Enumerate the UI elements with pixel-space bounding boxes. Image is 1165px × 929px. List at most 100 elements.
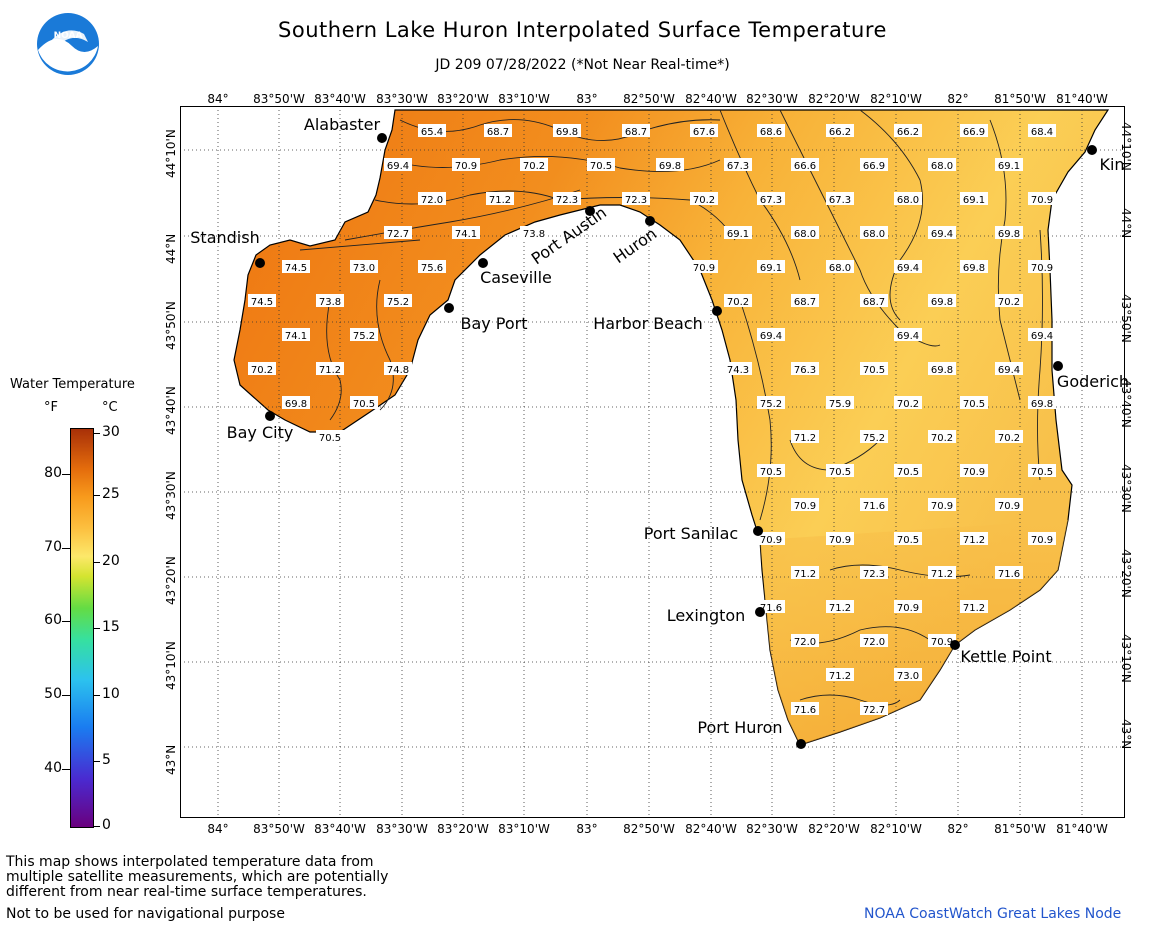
temperature-label: 71.2 xyxy=(826,600,854,614)
temperature-label: 75.2 xyxy=(384,294,412,308)
city-marker xyxy=(753,526,763,536)
temperature-value: 70.9 xyxy=(455,161,477,172)
temperature-label-box xyxy=(860,430,888,443)
temperature-label-box xyxy=(1028,396,1056,409)
temperature-value: 66.2 xyxy=(829,127,851,138)
temperature-label: 72.0 xyxy=(791,634,819,648)
temperature-label: 72.7 xyxy=(384,226,412,240)
temperature-label: 73.0 xyxy=(350,260,378,274)
temperature-label: 68.7 xyxy=(860,294,888,308)
lon-tick-label: 82°40'W xyxy=(685,822,737,836)
colorbar-c-tick xyxy=(94,628,100,629)
lon-tick-label: 82° xyxy=(947,822,969,836)
temperature-colorbar xyxy=(70,428,94,828)
temperature-label: 71.2 xyxy=(928,566,956,580)
lon-tick-label: 83°50'W xyxy=(253,92,305,106)
temperature-label-box xyxy=(791,566,819,579)
temperature-value: 71.2 xyxy=(794,569,816,580)
temperature-label-box xyxy=(860,566,888,579)
city-marker xyxy=(755,607,765,617)
lon-tick-label: 82°20'W xyxy=(808,92,860,106)
temperature-label-box xyxy=(1028,260,1056,273)
temperature-label: 67.6 xyxy=(690,124,718,138)
temperature-label: 68.0 xyxy=(860,226,888,240)
colorbar-c-label: 10 xyxy=(102,686,120,702)
temperature-label: 68.7 xyxy=(484,124,512,138)
lat-tick-label: 43°20'N xyxy=(164,556,178,605)
temperature-label: 66.2 xyxy=(826,124,854,138)
temperature-value: 66.9 xyxy=(863,161,885,172)
temperature-label-box xyxy=(928,498,956,511)
temperature-value: 71.6 xyxy=(998,569,1020,580)
lat-tick-label: 43°40'N xyxy=(1119,379,1133,428)
colorbar-c-tick xyxy=(94,695,100,696)
temperature-label: 69.1 xyxy=(724,226,752,240)
temperature-label-box xyxy=(1028,124,1056,137)
temperature-value: 71.2 xyxy=(319,365,341,376)
temperature-value: 66.2 xyxy=(897,127,919,138)
temperature-label: 75.6 xyxy=(418,260,446,274)
temperature-value: 70.2 xyxy=(727,297,749,308)
lon-tick-label: 82°50'W xyxy=(623,822,675,836)
colorbar-c-label: 0 xyxy=(102,817,111,833)
temperature-label: 75.2 xyxy=(757,396,785,410)
temperature-label: 70.9 xyxy=(690,260,718,274)
temperature-label-box xyxy=(928,566,956,579)
city-marker xyxy=(377,133,387,143)
temperature-label-box xyxy=(757,328,785,341)
colorbar-f-label: 40 xyxy=(44,760,62,776)
temperature-label: 66.6 xyxy=(791,158,819,172)
temperature-value: 69.4 xyxy=(760,331,782,342)
lon-tick-label: 83°10'W xyxy=(498,822,550,836)
temperature-labels: 65.4 68.7 69.8 68.7 67.6 68.6 66.2 66.2 66.9 68.4… xyxy=(248,124,1056,716)
temperature-value: 67.3 xyxy=(760,195,782,206)
temperature-value: 69.8 xyxy=(556,127,578,138)
temperature-label: 69.4 xyxy=(928,226,956,240)
temperature-label-box xyxy=(826,464,854,477)
temperature-label: 75.2 xyxy=(860,430,888,444)
temperature-label-box xyxy=(316,362,344,375)
colorbar-c-label: 15 xyxy=(102,619,120,635)
temperature-label-box xyxy=(995,226,1023,239)
temperature-label-box xyxy=(960,124,988,137)
lake-south-shade xyxy=(760,520,1068,745)
colorbar-c-tick xyxy=(94,562,100,563)
temperature-label: 70.5 xyxy=(757,464,785,478)
temperature-label-box xyxy=(316,430,344,443)
temperature-label-box xyxy=(826,260,854,273)
city-label: Kettle Point xyxy=(960,647,1051,666)
credit-link[interactable]: NOAA CoastWatch Great Lakes Node xyxy=(864,906,1122,922)
temperature-value: 70.9 xyxy=(963,467,985,478)
temperature-value: 68.0 xyxy=(931,161,953,172)
temperature-label-box xyxy=(928,226,956,239)
temperature-value: 69.4 xyxy=(387,161,409,172)
map-frame xyxy=(180,106,1125,818)
footnote-line: multiple satellite measurements, which a… xyxy=(6,869,389,885)
lat-tick-label: 43°30'N xyxy=(164,471,178,520)
temperature-label-box xyxy=(1028,532,1056,545)
temperature-label: 70.5 xyxy=(960,396,988,410)
temperature-label-box xyxy=(724,362,752,375)
lon-tick-label: 82°10'W xyxy=(870,822,922,836)
temperature-value: 69.4 xyxy=(1031,331,1053,342)
navigation-disclaimer: Not to be used for navigational purpose xyxy=(6,906,285,922)
temperature-label: 74.8 xyxy=(384,362,412,376)
city-label: Alabaster xyxy=(304,115,381,134)
city-label: Port Huron xyxy=(697,718,782,737)
city-marker xyxy=(444,303,454,313)
temperature-value: 70.9 xyxy=(794,501,816,512)
temperature-label-box xyxy=(995,158,1023,171)
city-marker xyxy=(796,739,806,749)
city-marker xyxy=(1053,361,1063,371)
temperature-label-box xyxy=(316,294,344,307)
temperature-label-box xyxy=(350,260,378,273)
temperature-value: 67.3 xyxy=(727,161,749,172)
temperature-value: 70.9 xyxy=(1031,195,1053,206)
temperature-label: 70.9 xyxy=(894,600,922,614)
temperature-label: 75.9 xyxy=(826,396,854,410)
temperature-label: 70.9 xyxy=(1028,260,1056,274)
temperature-label-box xyxy=(384,158,412,171)
temperature-label: 66.2 xyxy=(894,124,922,138)
temperature-label-box xyxy=(757,260,785,273)
temperature-label-box xyxy=(622,192,650,205)
